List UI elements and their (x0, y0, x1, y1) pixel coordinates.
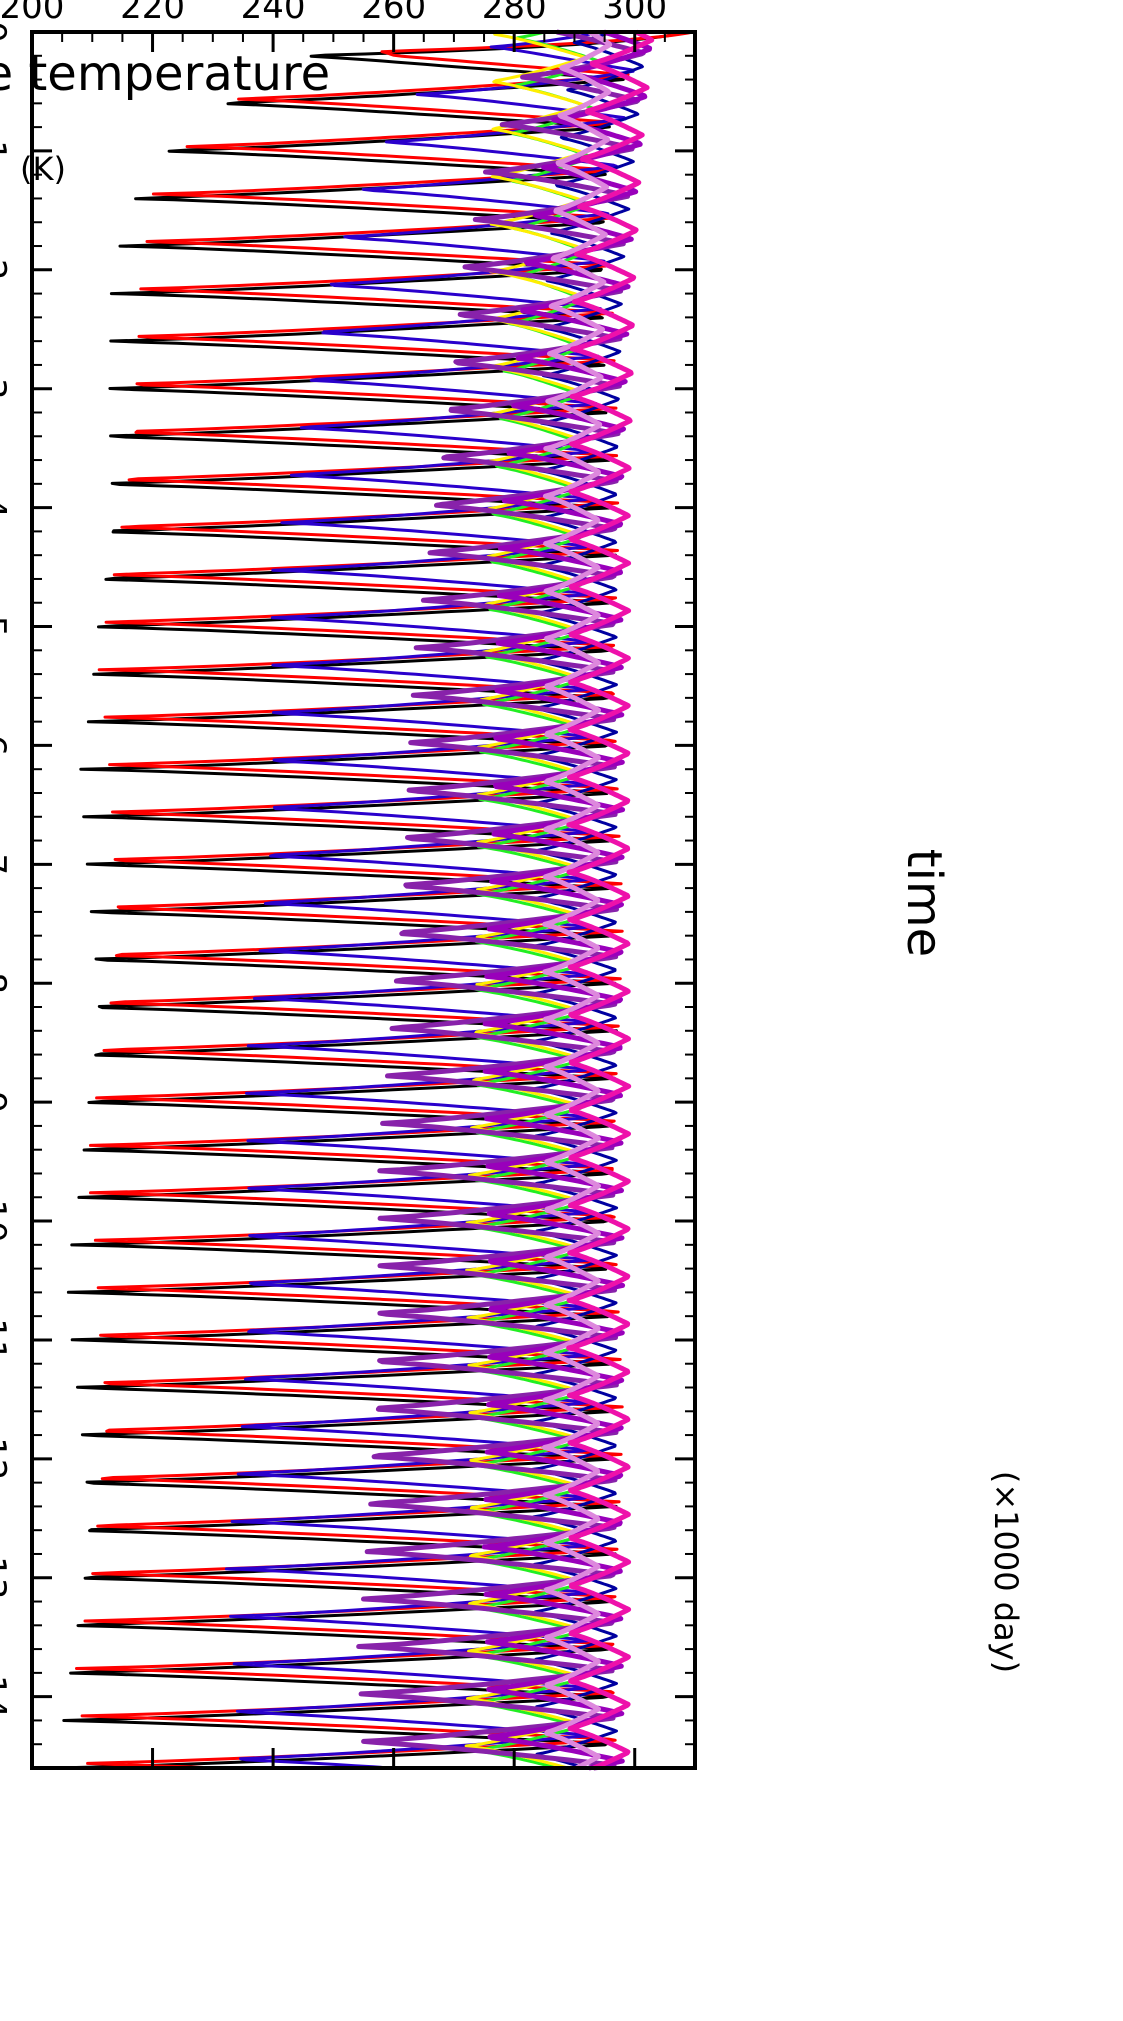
y-tick-label: 200 (0, 0, 64, 27)
x-tick-label: 9 (0, 1091, 13, 1113)
labels-layer: time (×1000 day) surface temperature (K) (0, 46, 1025, 1673)
rotated-plot-group: 01234567891011121314200220240260280300 t… (0, 0, 1025, 1771)
x-tick-label: 0 (0, 21, 13, 43)
x-tick-label: 14 (0, 1675, 13, 1718)
x-axis-unit-label: (×1000 day) (987, 1471, 1025, 1673)
x-tick-label: 5 (0, 616, 13, 638)
y-tick-label: 300 (602, 0, 667, 27)
y-tick-label: 280 (482, 0, 547, 27)
x-tick-label: 8 (0, 972, 13, 994)
x-tick-label: 13 (0, 1556, 13, 1599)
y-axis-label: surface temperature (0, 46, 330, 102)
series-layer (56, 29, 694, 1771)
x-tick-label: 10 (0, 1199, 13, 1242)
x-tick-label: 11 (0, 1318, 13, 1361)
x-tick-label: 4 (0, 497, 13, 519)
x-axis-label: time (896, 849, 952, 957)
series-line-0 (56, 30, 684, 1770)
series-line-2 (224, 30, 635, 1770)
series-line-9 (566, 29, 655, 1771)
x-tick-label: 1 (0, 140, 13, 162)
y-tick-label: 260 (361, 0, 426, 27)
y-tick-label: 220 (120, 0, 185, 27)
x-tick-label: 3 (0, 378, 13, 400)
y-axis-unit-label: (K) (20, 150, 66, 188)
series-line-8 (542, 29, 613, 1771)
x-tick-label: 12 (0, 1437, 13, 1480)
x-tick-label: 2 (0, 259, 13, 281)
y-tick-label: 240 (241, 0, 306, 27)
ticks-layer: 01234567891011121314200220240260280300 (0, 0, 695, 1769)
x-tick-label: 7 (0, 854, 13, 876)
x-tick-label: 6 (0, 735, 13, 757)
